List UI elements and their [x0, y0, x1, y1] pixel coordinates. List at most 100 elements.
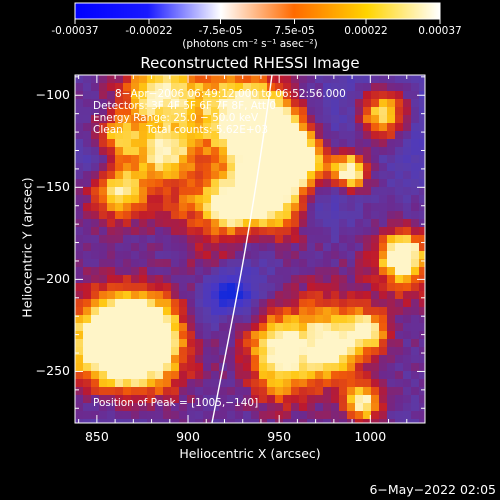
image-pixel [419, 315, 425, 324]
image-pixel [179, 99, 188, 108]
image-pixel [355, 363, 364, 372]
image-pixel [171, 331, 180, 340]
image-pixel [187, 123, 196, 132]
image-pixel [99, 355, 108, 364]
image-pixel [267, 267, 276, 276]
image-pixel [219, 99, 228, 108]
image-pixel [139, 91, 148, 100]
image-pixel [163, 339, 172, 348]
image-pixel [99, 171, 108, 180]
image-pixel [75, 355, 84, 364]
image-pixel [107, 339, 116, 348]
image-pixel [419, 115, 425, 124]
image-pixel [411, 411, 420, 420]
image-pixel [403, 219, 412, 228]
image-pixel [307, 355, 316, 364]
image-pixel [75, 219, 84, 228]
image-pixel [379, 395, 388, 404]
image-pixel [291, 179, 300, 188]
image-pixel [99, 115, 108, 124]
image-pixel [387, 91, 396, 100]
image-pixel [363, 251, 372, 260]
image-pixel [235, 203, 244, 212]
image-pixel [315, 107, 324, 116]
image-pixel [147, 147, 156, 156]
image-pixel [419, 163, 425, 172]
image-pixel [355, 259, 364, 268]
image-pixel [75, 163, 84, 172]
image-pixel [243, 363, 252, 372]
image-pixel [363, 355, 372, 364]
image-pixel [251, 243, 260, 252]
image-pixel [371, 163, 380, 172]
image-pixel [195, 163, 204, 172]
image-pixel [203, 339, 212, 348]
image-pixel [75, 251, 84, 260]
image-pixel [411, 187, 420, 196]
image-pixel [147, 323, 156, 332]
image-pixel [211, 155, 220, 164]
image-pixel [363, 211, 372, 220]
image-pixel [243, 75, 252, 84]
image-pixel [355, 91, 364, 100]
image-pixel [315, 235, 324, 244]
image-pixel [115, 115, 124, 124]
image-pixel [419, 379, 425, 388]
image-pixel [315, 307, 324, 316]
image-pixel [403, 379, 412, 388]
image-pixel [267, 195, 276, 204]
image-pixel [155, 363, 164, 372]
image-pixel [155, 307, 164, 316]
image-pixel [123, 315, 132, 324]
image-pixel [291, 387, 300, 396]
image-pixel [355, 195, 364, 204]
image-pixel [403, 211, 412, 220]
image-pixel [147, 331, 156, 340]
image-pixel [387, 227, 396, 236]
image-pixel [387, 291, 396, 300]
image-pixel [147, 179, 156, 188]
image-pixel [347, 115, 356, 124]
image-pixel [163, 107, 172, 116]
image-pixel [387, 187, 396, 196]
image-pixel [387, 323, 396, 332]
image-pixel [371, 195, 380, 204]
image-pixel [211, 387, 220, 396]
image-pixel [259, 379, 268, 388]
image-pixel [371, 347, 380, 356]
image-pixel [339, 227, 348, 236]
image-pixel [363, 299, 372, 308]
image-pixel [403, 267, 412, 276]
image-pixel [243, 355, 252, 364]
image-pixel [363, 179, 372, 188]
image-pixel [259, 267, 268, 276]
image-pixel [347, 171, 356, 180]
image-pixel [323, 419, 332, 423]
image-pixel [259, 347, 268, 356]
image-pixel [163, 227, 172, 236]
image-pixel [419, 147, 425, 156]
image-pixel [251, 91, 260, 100]
image-pixel [339, 211, 348, 220]
image-pixel [323, 395, 332, 404]
image-pixel [147, 203, 156, 212]
image-pixel [291, 235, 300, 244]
image-pixel [323, 259, 332, 268]
image-pixel [187, 307, 196, 316]
image-pixel [131, 299, 140, 308]
image-pixel [195, 323, 204, 332]
image-pixel [155, 195, 164, 204]
image-pixel [123, 403, 132, 412]
image-pixel [347, 419, 356, 423]
image-pixel [107, 275, 116, 284]
image-pixel [147, 219, 156, 228]
image-pixel [235, 371, 244, 380]
image-pixel [267, 179, 276, 188]
image-pixel [275, 139, 284, 148]
image-pixel [291, 227, 300, 236]
image-pixel [83, 387, 92, 396]
image-pixel [379, 267, 388, 276]
image-pixel [91, 83, 100, 92]
image-pixel [115, 91, 124, 100]
image-pixel [227, 227, 236, 236]
